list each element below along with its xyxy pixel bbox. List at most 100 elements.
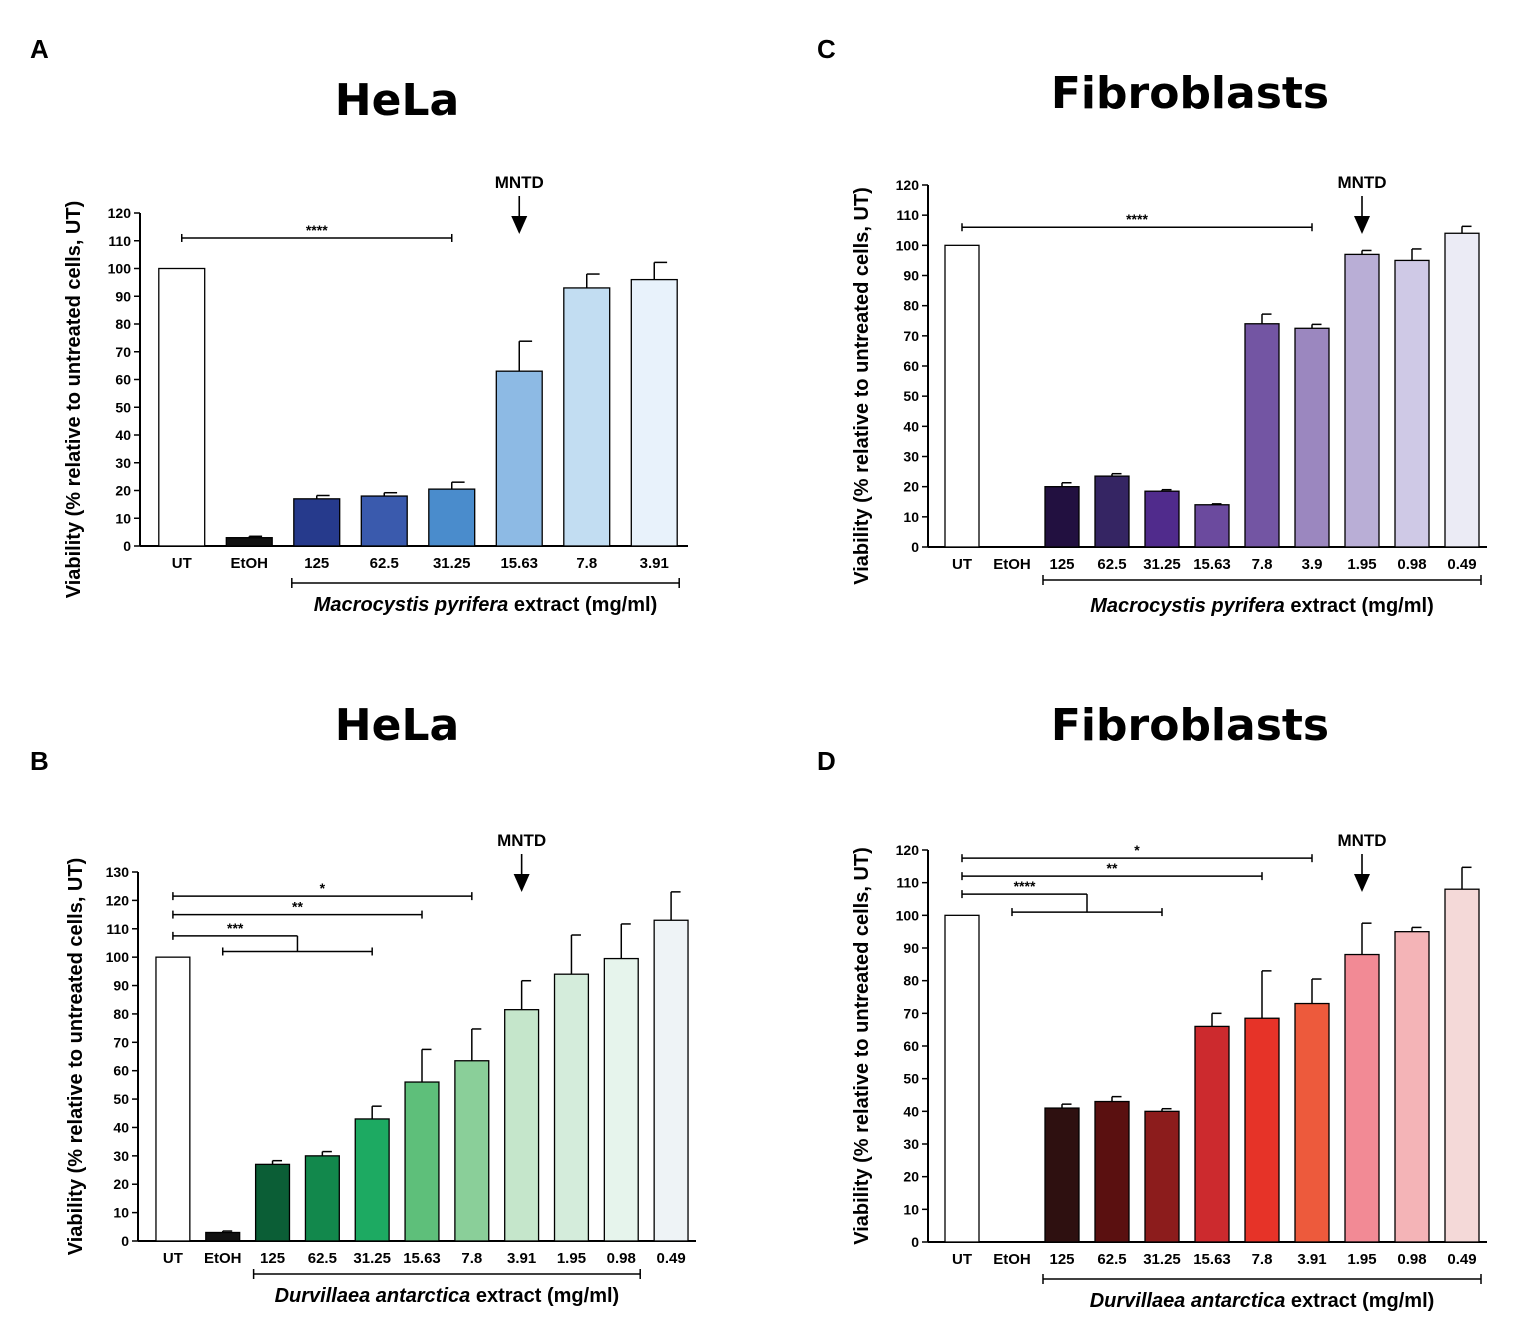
x-tick-label: 3.9 bbox=[1302, 556, 1323, 573]
chart-title: HeLa bbox=[335, 700, 459, 751]
bar-UT bbox=[155, 956, 191, 1242]
x-tick-label: UT bbox=[952, 556, 972, 573]
bar-62.5 bbox=[304, 1155, 340, 1242]
bar-0.98 bbox=[1394, 259, 1430, 548]
species-name: Durvillaea antarctica bbox=[1090, 1290, 1286, 1312]
x-tick-label: 125 bbox=[260, 1250, 285, 1267]
x-tick-label: 0.49 bbox=[1447, 556, 1476, 573]
significance-label: ** bbox=[1107, 860, 1118, 876]
y-tick-label: 80 bbox=[113, 1006, 129, 1022]
chart-panel-a: A HeLa 0 10 20 30 40 50 60 70 80 90 100 110 120 Viabili… bbox=[30, 34, 688, 616]
x-tick-label: 31.25 bbox=[433, 555, 471, 572]
panel-letter: C bbox=[817, 34, 836, 64]
bar-0.49 bbox=[1444, 232, 1480, 548]
bar-15.63 bbox=[404, 1081, 440, 1242]
y-tick-label: 120 bbox=[896, 177, 920, 193]
x-axis-unit: extract (mg/ml) bbox=[1285, 595, 1434, 617]
y-tick-label: 80 bbox=[115, 316, 131, 332]
y-tick-label: 40 bbox=[903, 418, 919, 434]
bar-7.8 bbox=[1244, 1017, 1280, 1243]
y-tick-label: 40 bbox=[903, 1103, 919, 1119]
x-tick-label: 125 bbox=[1049, 1251, 1074, 1268]
x-tick-label: 31.25 bbox=[353, 1250, 391, 1267]
panel-letter: B bbox=[30, 746, 49, 776]
y-tick-label: 130 bbox=[106, 864, 130, 880]
y-tick-label: 20 bbox=[113, 1176, 129, 1192]
y-tick-label: 80 bbox=[903, 973, 919, 989]
bar-7.8 bbox=[1244, 323, 1280, 548]
x-axis-title: Macrocystis pyrifera extract (mg/ml) bbox=[1090, 595, 1433, 617]
bar-UT bbox=[944, 914, 980, 1243]
bar-7.8 bbox=[454, 1060, 490, 1242]
y-tick-label: 0 bbox=[121, 1233, 129, 1249]
y-tick-label: 0 bbox=[911, 539, 919, 555]
bar-7.8 bbox=[563, 287, 611, 547]
mntd-arrow-head bbox=[511, 216, 528, 234]
y-tick-label: 100 bbox=[106, 949, 130, 965]
y-tick-label: 80 bbox=[903, 298, 919, 314]
x-tick-label: 0.49 bbox=[656, 1250, 685, 1267]
x-tick-label: EtOH bbox=[204, 1250, 242, 1267]
x-axis-title: Macrocystis pyrifera extract (mg/ml) bbox=[314, 594, 657, 616]
y-tick-label: 20 bbox=[115, 483, 131, 499]
y-tick-label: 90 bbox=[903, 268, 919, 284]
mntd-label: MNTD bbox=[497, 831, 546, 850]
y-tick-label: 30 bbox=[903, 449, 919, 465]
bar-15.63 bbox=[495, 370, 543, 547]
bar-3.91 bbox=[1294, 1002, 1330, 1243]
y-tick-label: 90 bbox=[115, 288, 131, 304]
panel-letter: D bbox=[817, 746, 836, 776]
y-tick-label: 20 bbox=[903, 1169, 919, 1185]
bar-1.95 bbox=[553, 973, 590, 1242]
bar-1.95 bbox=[1344, 253, 1380, 548]
y-tick-label: 90 bbox=[113, 978, 129, 994]
x-tick-label: EtOH bbox=[231, 555, 269, 572]
species-name: Durvillaea antarctica bbox=[275, 1285, 471, 1307]
bar-0.98 bbox=[603, 957, 639, 1242]
x-tick-label: 31.25 bbox=[1143, 556, 1181, 573]
significance-label: **** bbox=[306, 222, 328, 238]
x-tick-label: 1.95 bbox=[1347, 556, 1376, 573]
x-tick-label: UT bbox=[952, 1251, 972, 1268]
y-tick-label: 50 bbox=[903, 388, 919, 404]
y-tick-label: 100 bbox=[896, 907, 920, 923]
bar-15.63 bbox=[1194, 504, 1230, 548]
y-tick-label: 10 bbox=[903, 509, 919, 525]
x-tick-label: 15.63 bbox=[500, 555, 538, 572]
y-tick-label: 30 bbox=[903, 1136, 919, 1152]
y-tick-label: 40 bbox=[113, 1119, 129, 1135]
y-tick-label: 60 bbox=[113, 1063, 129, 1079]
x-axis-unit: extract (mg/ml) bbox=[1285, 1290, 1434, 1312]
y-tick-label: 110 bbox=[896, 875, 919, 891]
bar-UT bbox=[158, 267, 206, 547]
bar-3.9 bbox=[1294, 327, 1330, 548]
significance-label: **** bbox=[1126, 211, 1148, 227]
x-tick-label: 7.8 bbox=[576, 555, 597, 572]
bar-31.25 bbox=[1144, 490, 1180, 548]
chart-title: Fibroblasts bbox=[1051, 68, 1329, 119]
y-tick-label: 30 bbox=[113, 1148, 129, 1164]
y-tick-label: 0 bbox=[123, 538, 131, 554]
bar-EtOH bbox=[225, 537, 273, 547]
mntd-arrow-head bbox=[513, 874, 530, 892]
x-tick-label: UT bbox=[172, 555, 192, 572]
y-tick-label: 60 bbox=[903, 358, 919, 374]
mntd-label: MNTD bbox=[1337, 173, 1386, 192]
y-tick-label: 100 bbox=[108, 261, 132, 277]
y-tick-label: 0 bbox=[911, 1234, 919, 1250]
x-tick-label: 15.63 bbox=[1193, 556, 1231, 573]
significance-label: **** bbox=[1014, 878, 1036, 894]
bar-3.91 bbox=[630, 278, 678, 547]
x-tick-label: 31.25 bbox=[1143, 1251, 1181, 1268]
chart-title: HeLa bbox=[335, 75, 459, 126]
x-tick-label: 125 bbox=[304, 555, 329, 572]
x-axis-unit: extract (mg/ml) bbox=[508, 594, 657, 616]
y-tick-label: 50 bbox=[115, 399, 131, 415]
y-tick-label: 110 bbox=[108, 233, 131, 249]
chart-title: Fibroblasts bbox=[1051, 700, 1329, 751]
x-tick-label: 3.91 bbox=[507, 1250, 536, 1267]
x-tick-label: 7.8 bbox=[461, 1250, 482, 1267]
y-tick-label: 70 bbox=[903, 1005, 919, 1021]
y-tick-label: 120 bbox=[896, 842, 920, 858]
